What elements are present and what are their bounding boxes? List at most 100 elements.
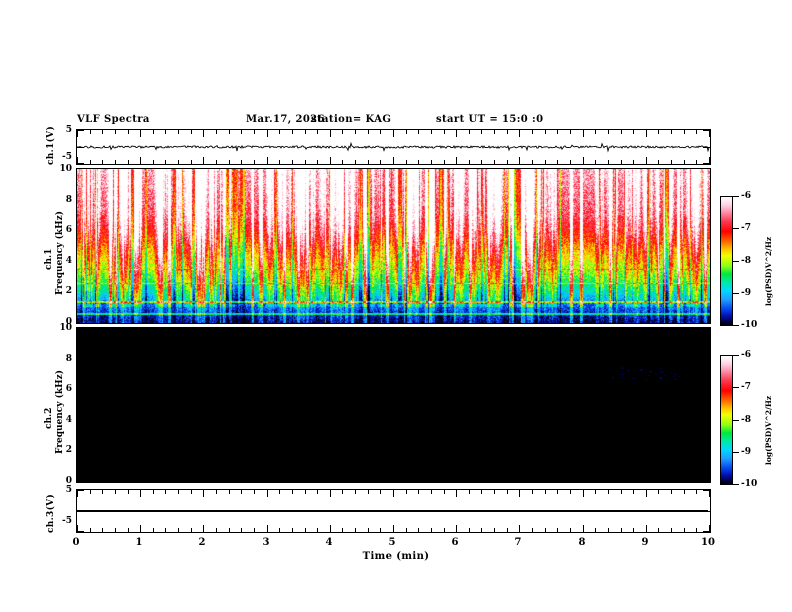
- x-minor-tick: [507, 323, 508, 324]
- x-minor-tick: [570, 482, 571, 483]
- x-minor-tick: [305, 323, 306, 324]
- x-minor-tick: [545, 323, 546, 324]
- ch3-ytick-5: 5: [65, 485, 72, 495]
- x-minor-tick: [380, 323, 381, 324]
- x-tick-label: 1: [135, 537, 143, 548]
- x-tick-label: 6: [451, 537, 459, 548]
- x-minor-tick: [102, 323, 103, 324]
- start-ut-label: start UT = 15:0 :0: [436, 114, 544, 125]
- x-tick-label: 3: [262, 537, 270, 548]
- x-major-tick: [646, 482, 647, 483]
- colorbar-tick: [733, 228, 739, 229]
- y-tick-label: 10: [59, 164, 72, 174]
- colorbar-tick-label: -6: [741, 350, 751, 360]
- y-tick-label: 0: [65, 317, 72, 327]
- ch2-colorbar-gradient: [720, 355, 733, 485]
- x-minor-tick: [165, 323, 166, 324]
- ch1-ytick-5: 5: [65, 125, 72, 135]
- x-minor-tick: [532, 482, 533, 483]
- x-major-tick: [519, 482, 520, 483]
- y-tick-label: 2: [65, 445, 72, 455]
- x-minor-tick: [507, 482, 508, 483]
- x-major-tick: [330, 482, 331, 483]
- x-tick-label: 10: [701, 537, 715, 548]
- x-minor-tick: [279, 482, 280, 483]
- x-tick-label: 5: [388, 537, 396, 548]
- x-minor-tick: [90, 323, 91, 324]
- x-minor-tick: [696, 323, 697, 324]
- x-major-tick: [203, 482, 204, 483]
- x-minor-tick: [431, 323, 432, 324]
- x-minor-tick: [494, 323, 495, 324]
- y-tick-label: 8: [65, 354, 72, 364]
- x-minor-tick: [380, 482, 381, 483]
- x-minor-tick: [216, 482, 217, 483]
- ch1-frequency-axis-title-line1: ch.1: [44, 248, 54, 270]
- colorbar-tick: [733, 355, 739, 356]
- y-major-tick: [703, 482, 710, 483]
- x-minor-tick: [469, 323, 470, 324]
- x-tick-label: 7: [514, 537, 522, 548]
- ch2-colorbar-title: log(PSD)V^2/Hz: [764, 395, 773, 465]
- ch2-frequency-axis-title-line1: ch.2: [44, 407, 54, 429]
- x-minor-tick: [355, 482, 356, 483]
- x-major-tick: [140, 482, 141, 483]
- colorbar-tick: [733, 325, 739, 326]
- x-minor-tick: [317, 323, 318, 324]
- x-minor-tick: [696, 482, 697, 483]
- colorbar-tick-label: -6: [741, 191, 751, 201]
- y-tick-label: 8: [65, 195, 72, 205]
- x-minor-tick: [241, 482, 242, 483]
- x-major-tick: [456, 482, 457, 483]
- x-minor-tick: [229, 482, 230, 483]
- x-minor-tick: [532, 323, 533, 324]
- x-tick-label: 9: [641, 537, 649, 548]
- ch3-axis-title: ch.3(V): [46, 493, 56, 533]
- colorbar-tick: [733, 484, 739, 485]
- y-tick-label: 10: [59, 323, 72, 333]
- x-minor-tick: [570, 323, 571, 324]
- x-major-tick: [456, 323, 457, 324]
- colorbar-tick-label: -9: [741, 447, 751, 457]
- x-major-tick: [267, 482, 268, 483]
- colorbar-tick-label: -7: [741, 223, 751, 233]
- x-minor-tick: [418, 482, 419, 483]
- colorbar-tick-label: -10: [741, 479, 758, 489]
- x-minor-tick: [342, 482, 343, 483]
- ch1-spectrogram-panel: [76, 168, 711, 324]
- plot-date: Mar.17, 2026: [246, 114, 325, 125]
- x-major-tick: [583, 323, 584, 324]
- x-major-tick: [77, 482, 78, 483]
- ch2-spectrogram-ticks: [77, 482, 710, 483]
- x-minor-tick: [418, 323, 419, 324]
- ch1-colorbar-gradient: [720, 196, 733, 326]
- colorbar-tick: [733, 387, 739, 388]
- colorbar-tick-label: -8: [741, 415, 751, 425]
- x-minor-tick: [165, 482, 166, 483]
- x-minor-tick: [608, 323, 609, 324]
- x-minor-tick: [557, 482, 558, 483]
- x-minor-tick: [595, 323, 596, 324]
- colorbar-tick: [733, 452, 739, 453]
- x-minor-tick: [481, 323, 482, 324]
- x-minor-tick: [621, 323, 622, 324]
- x-minor-tick: [292, 323, 293, 324]
- x-major-tick: [203, 323, 204, 324]
- x-minor-tick: [658, 482, 659, 483]
- x-minor-tick: [128, 323, 129, 324]
- colorbar-tick: [733, 420, 739, 421]
- x-minor-tick: [115, 482, 116, 483]
- x-major-tick: [330, 323, 331, 324]
- x-minor-tick: [305, 482, 306, 483]
- x-minor-tick: [557, 323, 558, 324]
- x-minor-tick: [545, 482, 546, 483]
- x-minor-tick: [671, 323, 672, 324]
- x-minor-tick: [317, 482, 318, 483]
- x-minor-tick: [90, 482, 91, 483]
- ch2-colorbar-ticks: -6 -7 -8 -9 -10: [733, 350, 757, 489]
- x-minor-tick: [481, 482, 482, 483]
- ch3-ytick-neg5: -5: [62, 516, 72, 526]
- x-major-tick: [140, 323, 141, 324]
- station-label: station= KAG: [311, 114, 392, 125]
